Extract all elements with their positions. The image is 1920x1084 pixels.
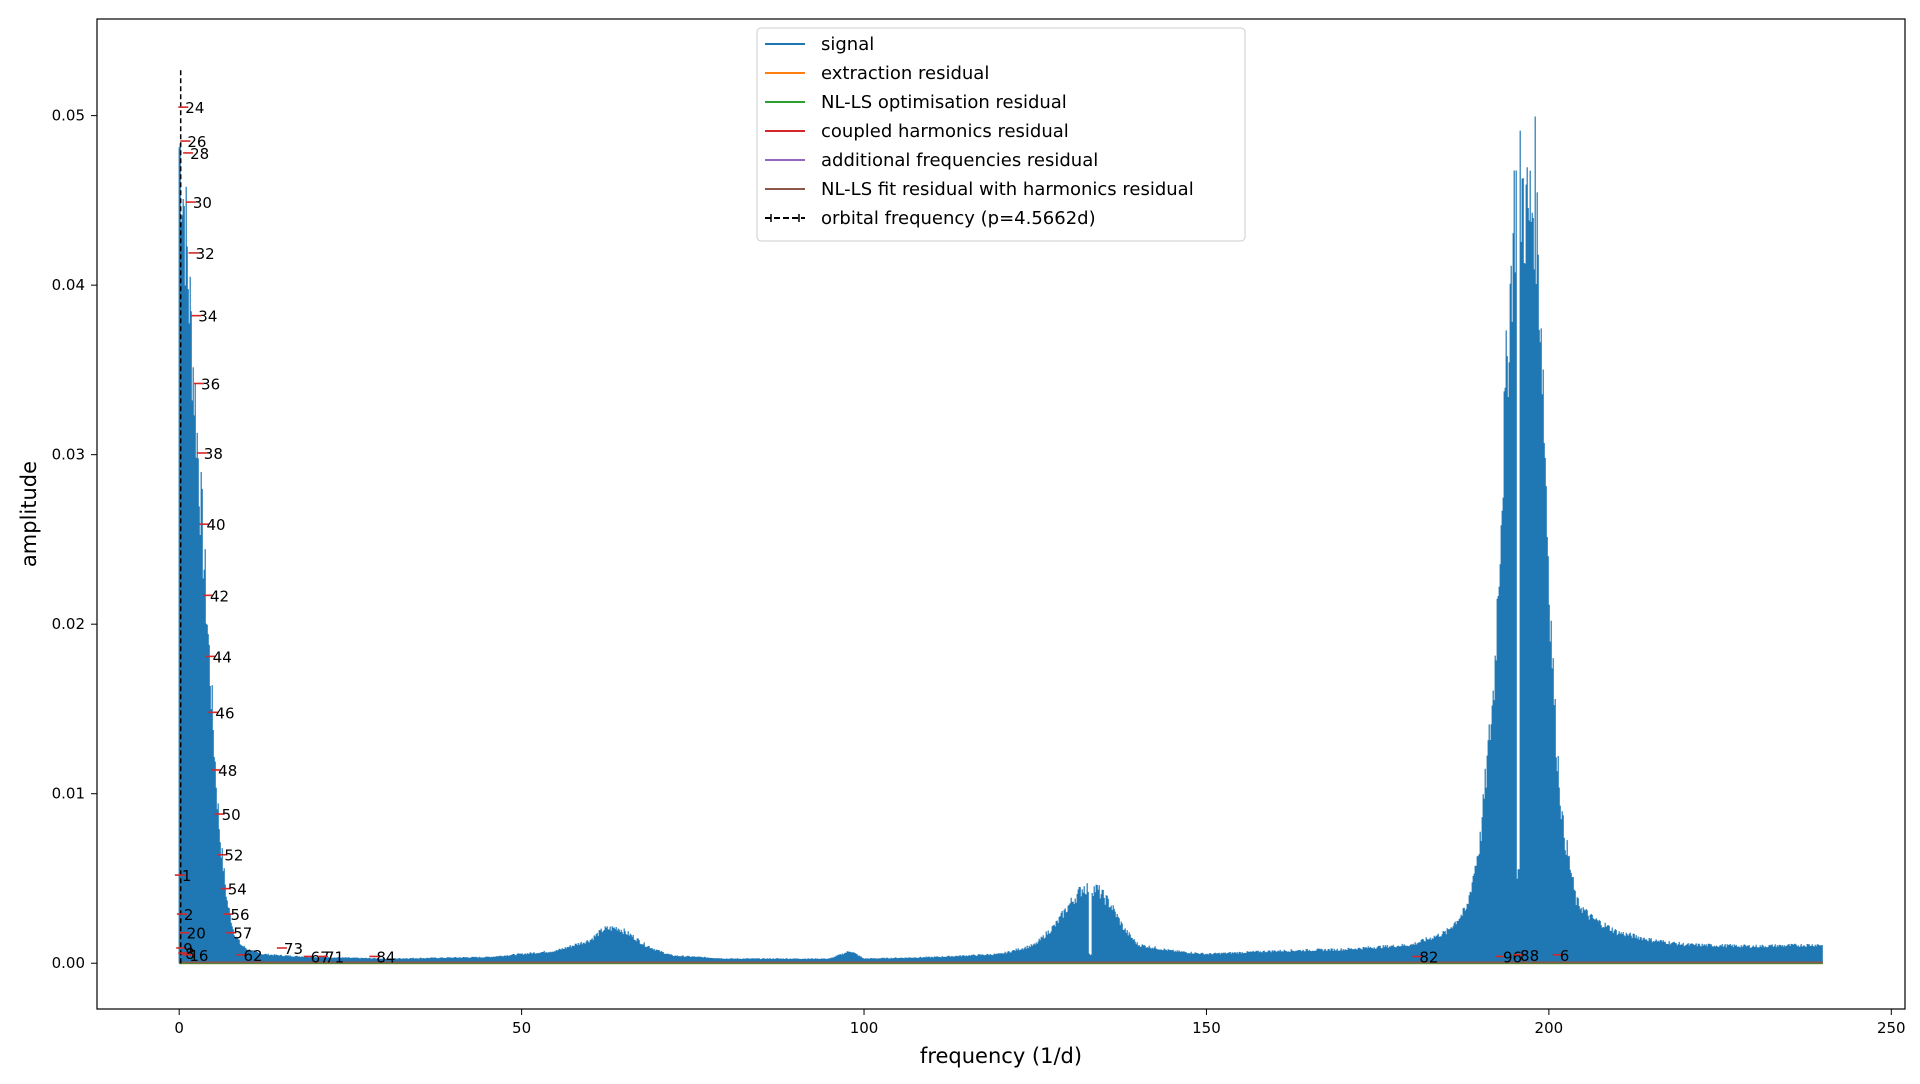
harmonic-label: 46 xyxy=(215,704,234,722)
harmonic-label: 16 xyxy=(189,947,208,965)
legend-label: extraction residual xyxy=(821,63,989,84)
legend-label: additional frequencies residual xyxy=(821,150,1098,171)
harmonic-label: 6 xyxy=(1560,947,1570,965)
legend-label: signal xyxy=(821,34,874,55)
harmonic-label: 20 xyxy=(187,925,206,943)
plot-frame xyxy=(96,18,1906,1010)
legend-label: orbital frequency (p=4.5662d) xyxy=(821,208,1096,229)
harmonic-label: 88 xyxy=(1520,947,1539,965)
harmonic-label: 38 xyxy=(204,445,223,463)
harmonic-label: 1 xyxy=(182,867,192,885)
harmonic-label: 54 xyxy=(228,881,247,899)
x-axis-title: frequency (1/d) xyxy=(920,1044,1082,1068)
x-tick-label: 0 xyxy=(174,1019,184,1037)
harmonic-label: 24 xyxy=(185,99,204,117)
legend-label: NL-LS fit residual with harmonics residu… xyxy=(821,179,1194,200)
signal-series xyxy=(178,116,1823,964)
harmonic-label: 44 xyxy=(213,648,232,666)
harmonic-label: 56 xyxy=(230,906,249,924)
x-tick-label: 150 xyxy=(1192,1019,1221,1037)
x-tick-label: 200 xyxy=(1535,1019,1564,1037)
y-tick-label: 0.00 xyxy=(52,954,85,972)
harmonic-label: 67 xyxy=(311,948,330,966)
harmonic-label: 84 xyxy=(376,948,395,966)
legend-box xyxy=(756,27,1246,242)
y-axis-title: amplitude xyxy=(17,461,41,567)
data-layer xyxy=(178,68,1823,965)
harmonic-label: 52 xyxy=(224,847,243,865)
x-tick-label: 100 xyxy=(850,1019,879,1037)
y-tick-label: 0.03 xyxy=(52,446,85,464)
harmonic-label: 50 xyxy=(222,806,241,824)
harmonic-label: 62 xyxy=(244,947,263,965)
harmonic-label: 36 xyxy=(201,375,220,393)
harmonic-label: 32 xyxy=(196,245,215,263)
legend-label: NL-LS optimisation residual xyxy=(821,92,1067,113)
harmonic-label: 71 xyxy=(325,948,344,966)
harmonic-label: 28 xyxy=(190,145,209,163)
harmonic-label: 82 xyxy=(1419,948,1438,966)
harmonic-label: 26 xyxy=(187,133,206,151)
y-tick-label: 0.02 xyxy=(52,615,85,633)
harmonic-label: 30 xyxy=(193,194,212,212)
harmonic-label: 96 xyxy=(1503,948,1522,966)
harmonic-label: 48 xyxy=(218,762,237,780)
x-tick-label: 250 xyxy=(1877,1019,1906,1037)
harmonic-label: 42 xyxy=(210,587,229,605)
x-tick-label: 50 xyxy=(512,1019,531,1037)
y-tick-label: 0.01 xyxy=(52,785,85,803)
harmonic-label: 40 xyxy=(207,516,226,534)
harmonic-label: 2 xyxy=(184,906,194,924)
legend: signal extraction residual NL-LS optimisat… xyxy=(756,27,1246,242)
harmonic-label: 57 xyxy=(233,925,252,943)
harmonic-label: 34 xyxy=(198,308,217,326)
legend-label: coupled harmonics residual xyxy=(821,121,1069,142)
harmonic-label: 73 xyxy=(284,940,303,958)
harmonic-label: 9 xyxy=(183,940,193,958)
y-tick-label: 0.05 xyxy=(52,107,85,125)
y-tick-label: 0.04 xyxy=(52,276,85,294)
